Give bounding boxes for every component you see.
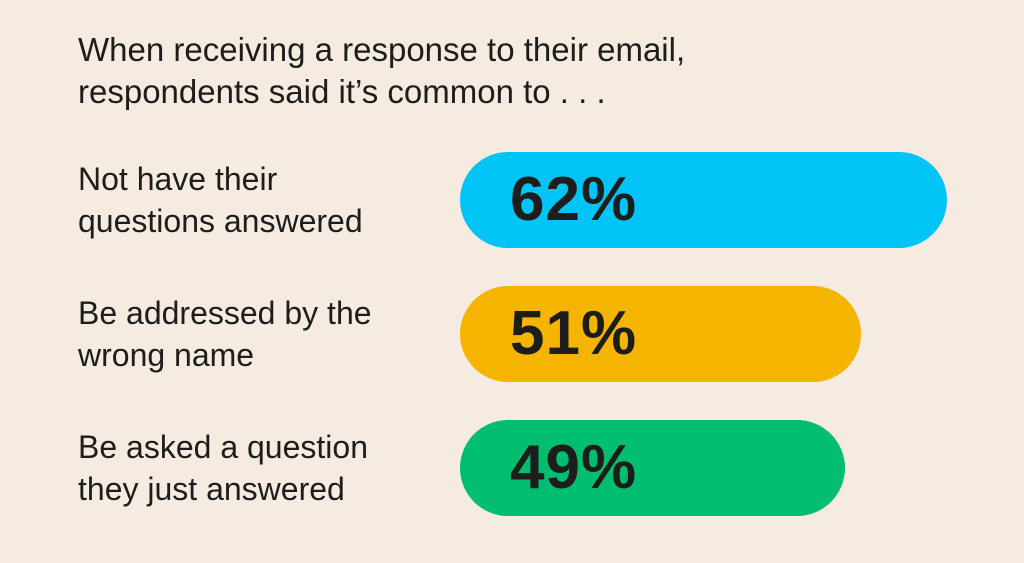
bar-0	[460, 152, 947, 248]
category-label-1-line-1: wrong name	[78, 337, 255, 373]
bar-value-label-0: 62%	[510, 165, 638, 234]
chart-title-line-2: respondents said it’s common to . . .	[78, 73, 606, 110]
bar-1	[460, 286, 861, 382]
bar-2	[460, 420, 845, 516]
category-label-1-line-0: Be addressed by the	[78, 295, 372, 331]
category-label-2-line-1: they just answered	[78, 471, 345, 507]
chart-title-line-1: When receiving a response to their email…	[78, 31, 686, 68]
bar-value-label-1: 51%	[510, 299, 638, 368]
category-label-0-line-1: questions answered	[78, 203, 363, 239]
category-label-2-line-0: Be asked a question	[78, 429, 368, 465]
category-label-0-line-0: Not have their	[78, 161, 278, 197]
bar-value-label-2: 49%	[510, 433, 638, 502]
